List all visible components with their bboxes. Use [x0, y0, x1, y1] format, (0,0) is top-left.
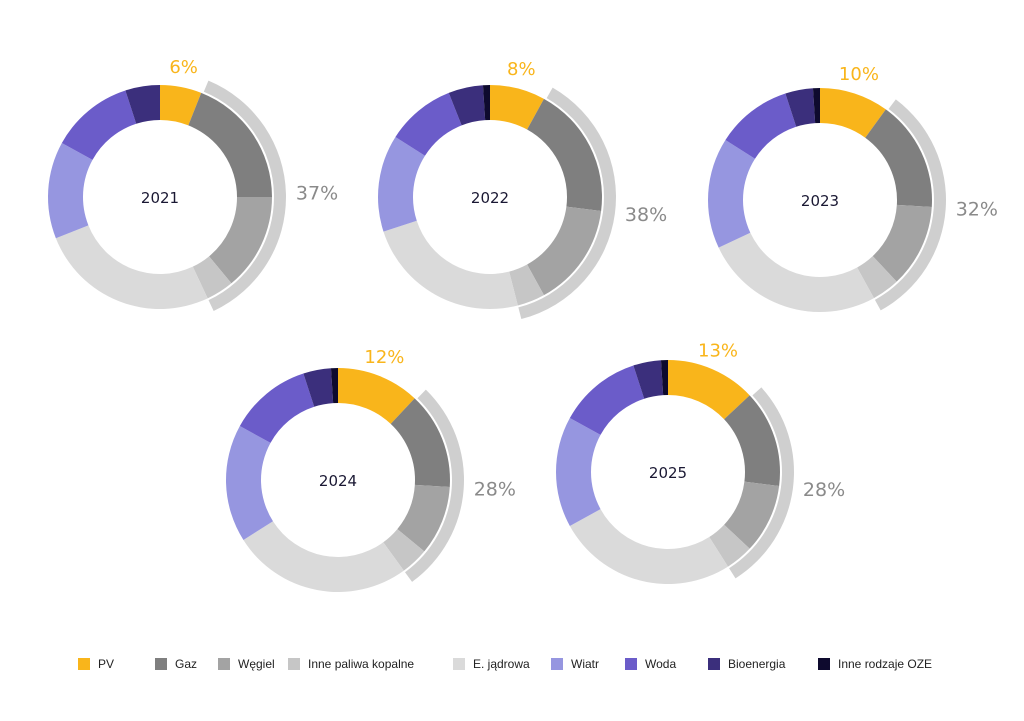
- legend-label: Inne rodzaje OZE: [838, 657, 933, 671]
- legend-label: Wiatr: [571, 657, 599, 671]
- pv-percent-label: 6%: [169, 57, 198, 78]
- fossil-arc-2023: [874, 99, 946, 311]
- legend-item-wiatr: Wiatr: [551, 657, 599, 671]
- slice-2025-4: [569, 509, 729, 584]
- slice-2024-7: [303, 368, 334, 407]
- legend-swatch: [708, 658, 720, 670]
- legend-item-jadrowa: E. jądrowa: [453, 657, 530, 671]
- slice-2021-1: [188, 92, 272, 197]
- legend-item-inne-oze: Inne rodzaje OZE: [818, 657, 932, 671]
- fossil-arc-2025: [729, 387, 794, 579]
- fossil-arc-2022: [518, 87, 616, 320]
- legend-swatch: [625, 658, 637, 670]
- slice-2022-8: [482, 85, 490, 121]
- legend-swatch: [155, 658, 167, 670]
- slice-2022-4: [383, 220, 518, 309]
- slice-2024-6: [239, 373, 315, 443]
- slice-2023-2: [872, 204, 932, 282]
- slice-2025-7: [633, 360, 664, 399]
- slice-2022-7: [448, 85, 486, 126]
- slice-2025-5: [556, 418, 601, 526]
- legend: PV Gaz Węgiel Inne paliwa kopalne E. jąd…: [0, 657, 1024, 677]
- slice-2023-0: [820, 88, 886, 138]
- fossil-percent-label: 32%: [956, 199, 998, 221]
- legend-label: Inne paliwa kopalne: [308, 657, 415, 671]
- year-label: 2024: [319, 472, 357, 490]
- slice-2021-3: [192, 256, 232, 299]
- slice-2024-8: [330, 368, 338, 404]
- slice-2022-3: [509, 264, 544, 306]
- legend-label: E. jądrowa: [473, 657, 530, 671]
- year-label: 2025: [649, 464, 687, 482]
- slice-2022-1: [527, 98, 602, 212]
- legend-swatch: [78, 658, 90, 670]
- pv-percent-label: 12%: [364, 347, 404, 368]
- pv-percent-label: 8%: [507, 59, 536, 80]
- slice-2021-0: [160, 85, 202, 126]
- slice-2024-2: [397, 484, 450, 552]
- slice-2024-0: [338, 368, 415, 424]
- slice-2023-3: [857, 256, 897, 299]
- slice-2023-1: [865, 109, 932, 208]
- legend-item-pv: PV: [78, 657, 114, 671]
- slice-2025-0: [668, 360, 750, 420]
- fossil-percent-label: 28%: [803, 479, 845, 501]
- fossil-arc-2024: [405, 389, 465, 582]
- slice-2023-5: [708, 139, 755, 248]
- slice-2024-5: [226, 426, 273, 541]
- legend-swatch: [288, 658, 300, 670]
- slice-2025-6: [569, 365, 645, 435]
- legend-label: PV: [98, 657, 115, 671]
- legend-item-woda: Woda: [625, 657, 676, 671]
- slice-2021-2: [209, 197, 272, 284]
- legend-label: Woda: [645, 657, 677, 671]
- slice-2021-5: [47, 143, 93, 239]
- legend-item-wegiel: Węgiel: [218, 657, 275, 671]
- slice-2025-3: [709, 524, 750, 567]
- slice-2024-4: [243, 521, 404, 592]
- slice-2022-5: [378, 136, 425, 232]
- fossil-arc-2021: [203, 80, 286, 312]
- legend-item-gaz: Gaz: [155, 657, 197, 671]
- slice-2021-4: [55, 225, 208, 310]
- legend-label: Bioenergia: [728, 657, 786, 671]
- slice-2025-2: [724, 481, 780, 549]
- legend-swatch: [453, 658, 465, 670]
- slice-2022-0: [490, 85, 544, 130]
- legend-label: Gaz: [175, 657, 198, 671]
- slice-2025-1: [724, 395, 780, 487]
- year-label: 2023: [801, 192, 839, 210]
- fossil-percent-label: 38%: [625, 204, 667, 226]
- fossil-percent-label: 37%: [296, 183, 338, 205]
- slice-2024-3: [383, 529, 425, 571]
- legend-label: Węgiel: [238, 657, 275, 671]
- year-label: 2021: [141, 189, 179, 207]
- fossil-percent-label: 28%: [474, 479, 516, 501]
- pv-percent-label: 10%: [839, 64, 879, 85]
- legend-swatch: [818, 658, 830, 670]
- slice-2021-6: [61, 90, 137, 160]
- legend-swatch: [218, 658, 230, 670]
- slice-2023-4: [718, 232, 874, 313]
- slice-2022-2: [527, 206, 602, 296]
- legend-item-bioenergia: Bioenergia: [708, 657, 785, 671]
- slice-2025-8: [660, 360, 668, 396]
- slice-2021-7: [125, 85, 160, 124]
- slice-2024-1: [390, 398, 451, 488]
- slice-2023-7: [785, 88, 816, 127]
- pv-percent-label: 13%: [698, 340, 738, 361]
- legend-swatch: [551, 658, 563, 670]
- slice-2023-8: [812, 88, 820, 124]
- slice-2023-6: [725, 93, 797, 159]
- slice-2022-6: [395, 92, 462, 156]
- year-label: 2022: [471, 189, 509, 207]
- legend-item-inne-paliwa: Inne paliwa kopalne: [288, 657, 414, 671]
